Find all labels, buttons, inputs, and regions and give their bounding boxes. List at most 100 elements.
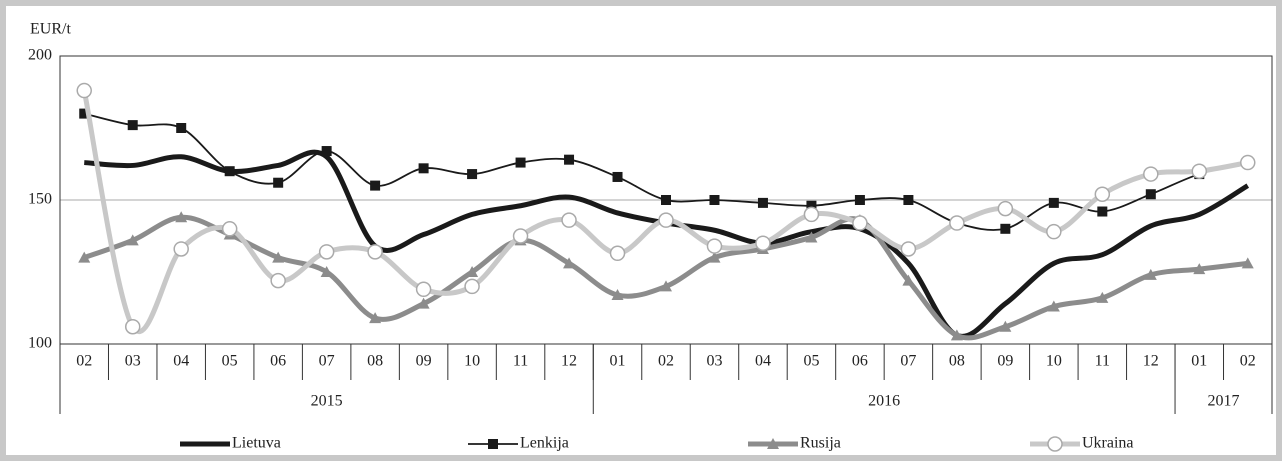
point [564,154,575,165]
x-tick-label: 04 [173,353,189,370]
x-tick-label: 09 [416,353,432,370]
point [318,244,335,260]
x-tick-label: 12 [561,353,577,370]
x-tick-label: 02 [658,353,674,370]
point [1191,163,1208,179]
point [418,163,429,174]
y-axis-label: EUR/t [30,21,71,38]
point [757,197,768,208]
point [127,120,138,131]
point [1144,268,1157,280]
y-tick-label: 150 [28,191,52,208]
point [515,157,526,168]
plot-border [59,55,1273,345]
point [661,195,671,205]
series-line [84,149,1250,339]
x-tick-label: 12 [1143,353,1159,370]
legend-label: Rusija [800,435,841,452]
x-group-label: 2015 [311,393,343,410]
point [272,251,285,263]
point [900,241,917,257]
point [464,278,480,295]
point [273,177,284,188]
point [466,266,479,277]
x-tick-label: 10 [1046,353,1062,370]
point [658,212,674,228]
point [367,244,383,260]
point [224,166,235,177]
point [1193,263,1206,275]
x-tick-label: 04 [755,353,771,370]
x-tick-label: 07 [900,353,916,370]
legend-label: Lenkija [520,435,569,452]
x-tick-label: 07 [319,353,335,370]
point [1241,257,1254,269]
point [321,146,332,157]
point [561,212,577,228]
point [1240,154,1256,171]
point [563,257,576,269]
point [805,231,818,243]
x-tick-label: 05 [803,353,819,370]
x-tick-label: 03 [125,353,141,370]
point [950,329,963,341]
x-group-label: 2016 [868,393,900,410]
x-tick-label: 10 [464,353,480,370]
point [79,108,90,119]
point [609,245,626,262]
series-line [83,214,1249,341]
legend-marker [488,439,498,449]
point [369,312,382,324]
x-tick-label: 05 [222,353,238,370]
x-tick-label: 03 [706,353,722,370]
point [370,180,381,191]
point [270,272,286,289]
point [852,215,868,231]
point [221,221,238,237]
point [706,238,723,254]
legend-marker [767,438,779,449]
point [124,318,141,335]
point [415,281,432,298]
x-tick-label: 08 [367,353,383,370]
series-line [81,90,1249,334]
point [949,215,965,231]
point [1000,223,1011,234]
point [999,320,1012,332]
point [854,195,865,205]
x-tick-label: 11 [513,353,528,370]
point [709,195,720,205]
point [803,206,820,223]
point [1143,166,1159,182]
x-tick-label: 02 [76,353,92,370]
point [78,251,91,263]
point [173,241,189,257]
point [1048,197,1059,208]
point [467,169,478,180]
point [903,195,914,205]
point [708,251,721,263]
legend-label: Lietuva [232,435,281,452]
x-tick-label: 08 [949,353,965,370]
point [126,234,139,246]
point [512,228,529,244]
point [1096,291,1109,303]
x-tick-label: 02 [1240,353,1256,370]
point [755,235,771,251]
legend-label: Ukraina [1082,435,1134,452]
y-tick-label: 100 [28,335,52,352]
point [1145,189,1156,200]
x-tick-label: 09 [997,353,1013,370]
point [1097,206,1108,217]
point [902,274,915,286]
point [806,200,817,211]
x-tick-label: 06 [852,353,868,370]
point [175,211,188,223]
x-group-label: 2017 [1208,393,1240,410]
y-tick-label: 200 [28,47,52,64]
point [176,123,187,133]
point [320,266,333,277]
x-tick-label: 11 [1095,353,1110,370]
